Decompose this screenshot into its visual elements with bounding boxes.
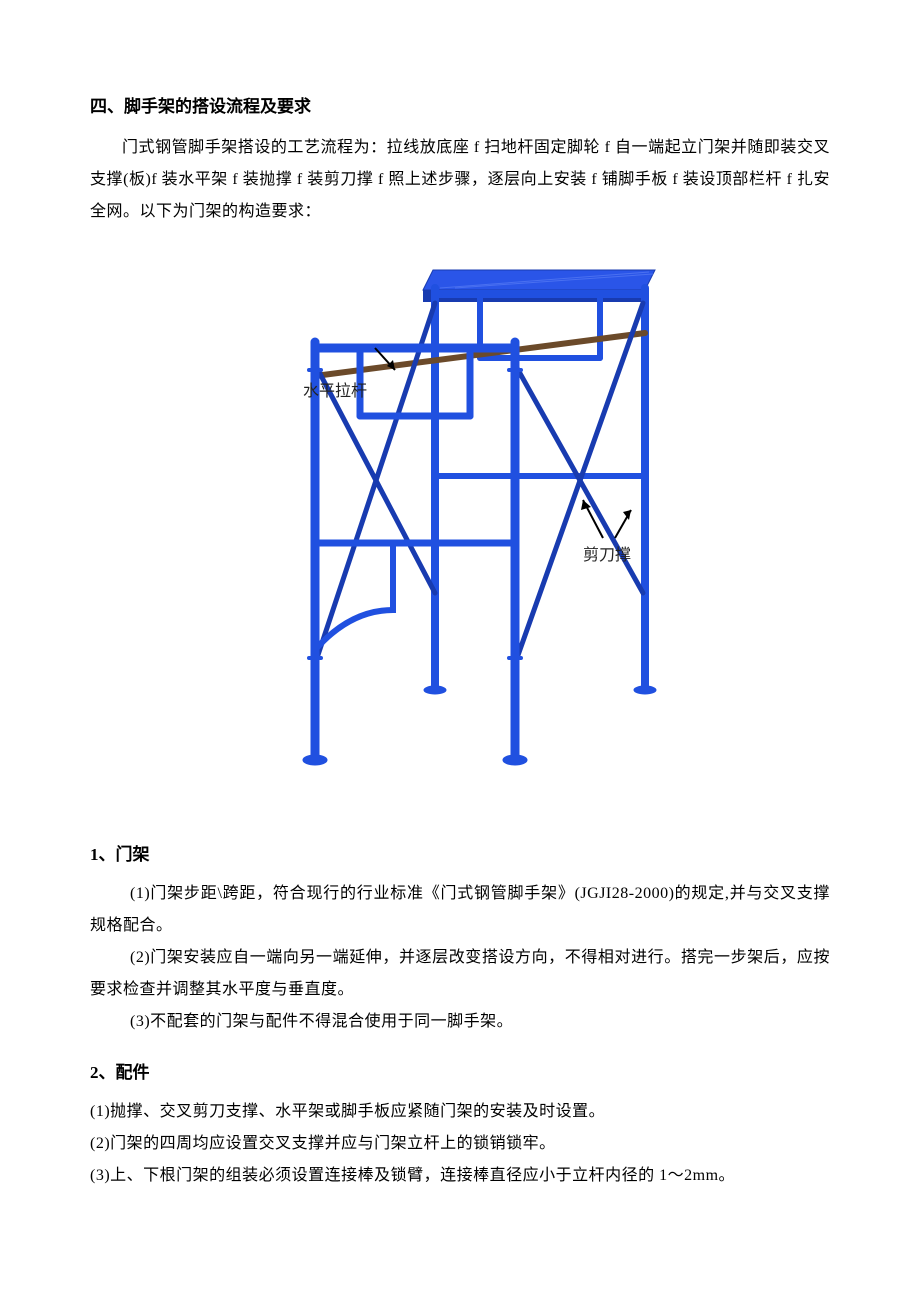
svg-text:水平拉杆: 水平拉杆 [303,382,367,400]
sub2-item-3: (3)上、下根门架的组装必须设置连接棒及锁臂，连接棒直径应小于立杆内径的 1～2… [90,1160,830,1192]
subsection-1-num: 1 [90,845,99,864]
subsection-2-text: 、配件 [99,1063,150,1082]
sub1-item-3: (3)不配套的门架与配件不得混合使用于同一脚手架。 [90,1006,830,1038]
section-title: 四、脚手架的搭设流程及要求 [90,90,830,124]
subsection-1-text: 、门架 [99,845,150,864]
sub2-item-2: (2)门架的四周均应设置交叉支撑并应与门架立杆上的锁销锁牢。 [90,1128,830,1160]
sub1-item-2: (2)门架安装应自一端向另一端延伸，并逐层改变搭设方向，不得相对进行。搭完一步架… [90,942,830,1006]
sub1-item-1: (1)门架步距\跨距，符合现行的行业标准《门式钢管脚手架》(JGJI28-200… [90,878,830,942]
subsection-2-title: 2、配件 [90,1056,830,1090]
scaffold-diagram: 水平拉杆 剪刀撑 [90,258,830,798]
subsection-2-num: 2 [90,1063,99,1082]
sub2-item-1: (1)抛撑、交叉剪刀支撑、水平架或脚手板应紧随门架的安装及时设置。 [90,1096,830,1128]
intro-paragraph: 门式钢管脚手架搭设的工艺流程为：拉线放底座 f 扫地杆固定脚轮 f 自一端起立门… [90,132,830,228]
subsection-1-title: 1、门架 [90,838,830,872]
scaffold-svg: 水平拉杆 剪刀撑 [245,258,675,798]
svg-text:剪刀撑: 剪刀撑 [583,546,631,564]
